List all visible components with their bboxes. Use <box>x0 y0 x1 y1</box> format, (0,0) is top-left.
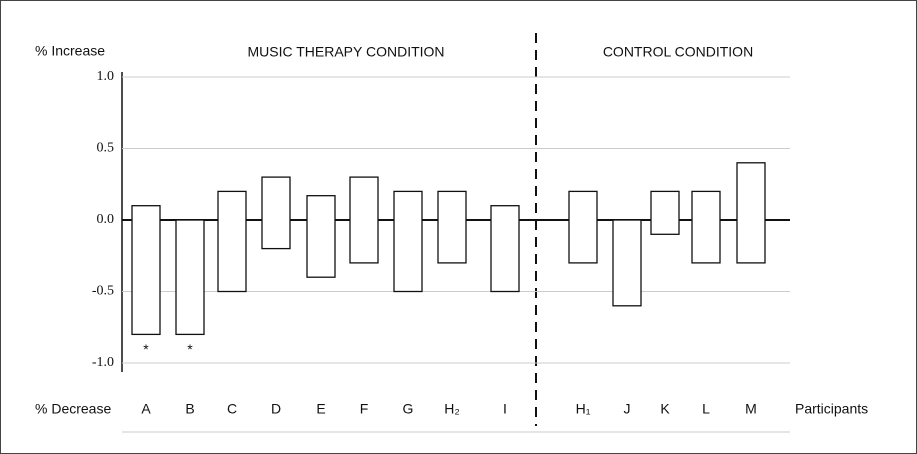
bar <box>568 190 598 264</box>
bar <box>490 205 520 293</box>
bar <box>736 162 766 264</box>
x-tick-label: J <box>624 401 631 417</box>
group-title: CONTROL CONDITION <box>603 44 753 60</box>
y-label-top: % Increase <box>35 43 105 59</box>
bar <box>650 190 680 235</box>
bar <box>349 176 379 264</box>
x-tick-label: H₁ <box>576 401 591 417</box>
bar <box>261 176 291 250</box>
x-tick-label: F <box>360 401 369 417</box>
x-tick-label: B <box>185 401 194 417</box>
x-tick-label: D <box>271 401 281 417</box>
y-tick-label: 1.0 <box>97 69 115 84</box>
y-tick-label: -0.5 <box>92 284 114 299</box>
x-tick-label: L <box>702 401 710 417</box>
x-tick-label: I <box>503 401 507 417</box>
note: * <box>187 341 193 357</box>
x-tick-label: C <box>227 401 237 417</box>
bar <box>131 205 161 336</box>
group-title: MUSIC THERAPY CONDITION <box>247 44 444 60</box>
x-tick-label: K <box>660 401 670 417</box>
y-tick-label: 0.0 <box>97 212 115 227</box>
x-label: Participants <box>795 401 868 417</box>
x-tick-label: E <box>316 401 325 417</box>
y-tick-label: 0.5 <box>97 141 115 156</box>
bar <box>691 190 721 264</box>
x-tick-label: H₂ <box>444 401 460 417</box>
bar <box>393 190 423 293</box>
bar <box>175 219 205 336</box>
note: * <box>143 341 149 357</box>
x-tick-label: G <box>403 401 414 417</box>
bar <box>217 190 247 293</box>
bar <box>437 190 467 264</box>
x-tick-label: M <box>745 401 757 417</box>
x-tick-label: A <box>141 401 151 417</box>
y-label-bottom: % Decrease <box>35 401 111 417</box>
bar <box>306 195 336 278</box>
bar <box>612 219 642 307</box>
y-tick-label: -1.0 <box>92 355 114 370</box>
